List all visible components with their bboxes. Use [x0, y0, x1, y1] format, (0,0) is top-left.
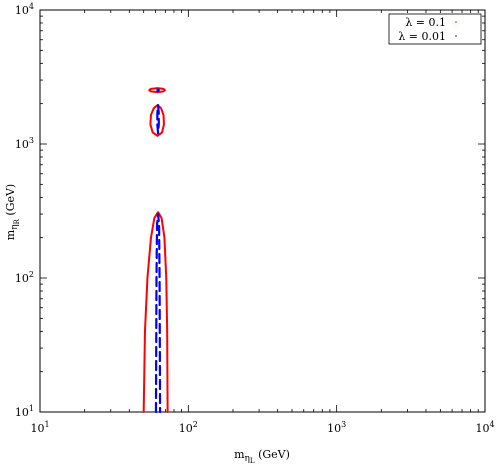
x-tick-label: 104 [475, 420, 494, 435]
y-tick-label: 101 [15, 404, 34, 419]
plot-frame [39, 9, 486, 413]
legend-swatch-0 [455, 21, 457, 23]
tick-labels: 101 102 103 104 101 102 103 104 [15, 2, 495, 435]
series-0-contour-0 [142, 211, 169, 413]
y-axis-label: mηR (GeV) [4, 184, 21, 240]
legend-box [388, 13, 482, 45]
x-tick-label: 101 [30, 420, 49, 435]
series-layer [142, 87, 169, 414]
x-axis-label: mηL (GeV) [234, 448, 290, 465]
x-tick-label: 103 [327, 420, 346, 435]
series-1-contour-2 [156, 88, 160, 93]
legend-label-1: λ = 0.01 [398, 30, 446, 43]
y-tick-label: 104 [15, 2, 34, 17]
y-tick-label: 103 [15, 136, 34, 151]
y-tick-label: 102 [15, 270, 34, 285]
legend-label-0: λ = 0.1 [405, 16, 446, 29]
series-1-contour-0 [154, 212, 162, 414]
x-tick-label: 102 [179, 420, 198, 435]
legend: λ = 0.1 λ = 0.01 [388, 13, 482, 45]
series-1-contour-1 [156, 104, 160, 135]
axis-ticks [39, 9, 486, 413]
series-0-contour-2 [148, 87, 166, 94]
legend-swatch-1 [455, 35, 457, 37]
